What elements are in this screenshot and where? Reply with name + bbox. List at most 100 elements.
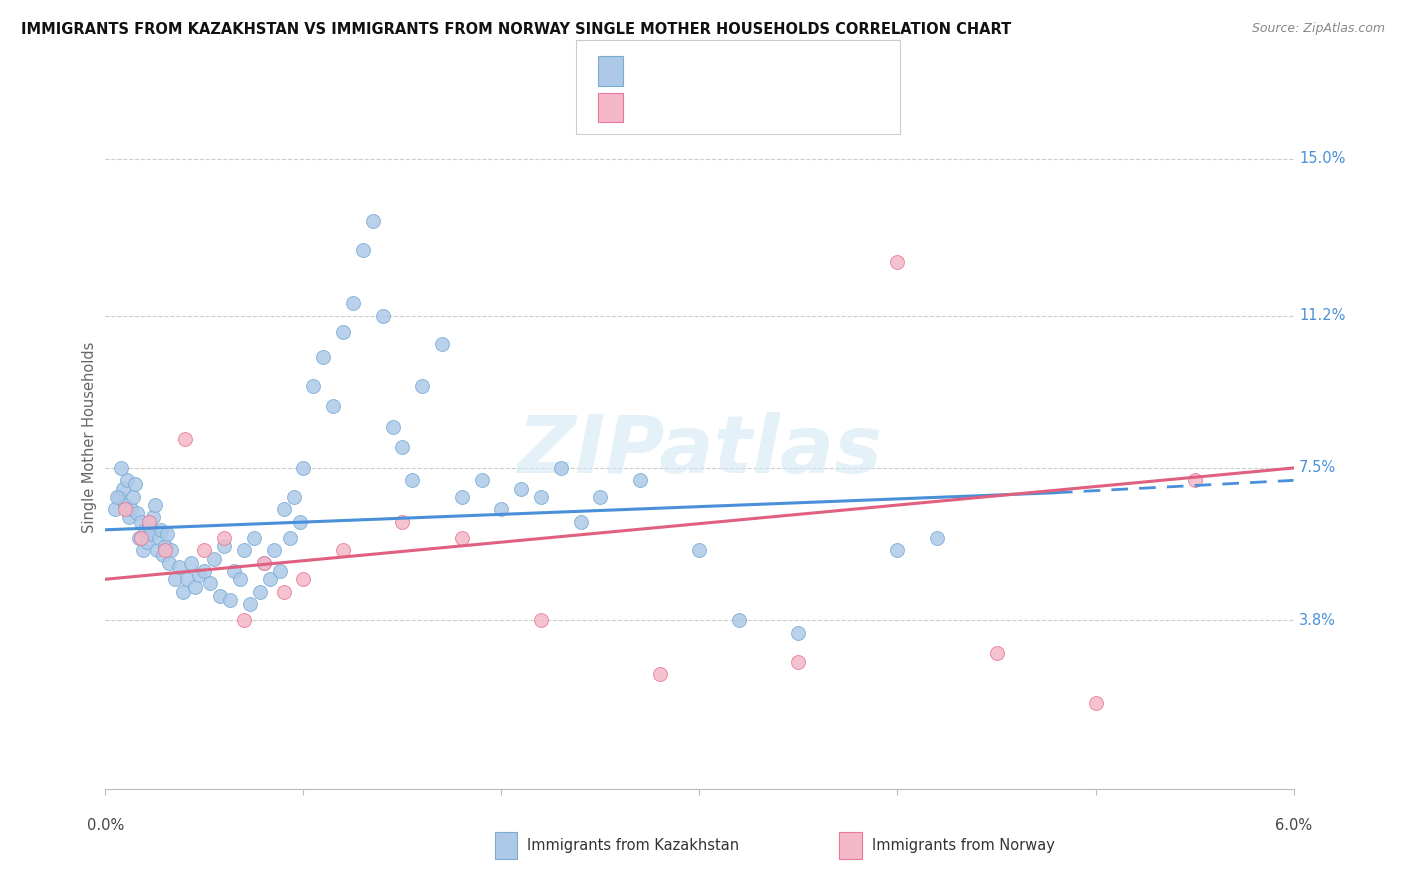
- Point: [332, 325, 354, 339]
- Point: [1184, 474, 1206, 488]
- Text: 11.2%: 11.2%: [1299, 308, 1346, 323]
- Point: [105, 490, 128, 504]
- Text: 3.8%: 3.8%: [1299, 613, 1336, 628]
- Point: [146, 543, 169, 558]
- Point: [156, 527, 179, 541]
- Point: [259, 572, 281, 586]
- Point: [491, 502, 513, 516]
- Point: [292, 572, 315, 586]
- Point: [371, 309, 394, 323]
- Point: [450, 490, 472, 504]
- Text: 7.5%: 7.5%: [1299, 460, 1336, 475]
- Point: [292, 461, 315, 475]
- Point: [239, 597, 262, 611]
- Text: Immigrants from Kazakhstan: Immigrants from Kazakhstan: [527, 838, 740, 853]
- Point: [180, 556, 202, 570]
- Point: [173, 432, 195, 446]
- Point: [136, 535, 159, 549]
- Point: [153, 539, 176, 553]
- Point: [187, 568, 209, 582]
- Point: [122, 490, 145, 504]
- Text: ZIPatlas: ZIPatlas: [517, 412, 882, 491]
- Text: Source: ZipAtlas.com: Source: ZipAtlas.com: [1251, 22, 1385, 36]
- Point: [249, 584, 271, 599]
- Text: N =: N =: [720, 100, 763, 115]
- Point: [391, 441, 413, 455]
- Point: [118, 510, 141, 524]
- Text: 6.0%: 6.0%: [1275, 818, 1312, 833]
- Point: [787, 625, 810, 640]
- Point: [263, 543, 285, 558]
- Point: [430, 337, 453, 351]
- Text: Immigrants from Norway: Immigrants from Norway: [872, 838, 1054, 853]
- Point: [628, 474, 651, 488]
- Point: [352, 243, 374, 257]
- Text: N =: N =: [720, 63, 763, 78]
- Point: [157, 556, 180, 570]
- Point: [108, 490, 131, 504]
- Point: [114, 498, 136, 512]
- Point: [361, 213, 384, 227]
- Point: [148, 531, 170, 545]
- Point: [471, 474, 494, 488]
- Point: [233, 543, 256, 558]
- Point: [138, 518, 160, 533]
- Point: [110, 461, 132, 475]
- Point: [243, 531, 266, 545]
- Point: [273, 502, 295, 516]
- Point: [124, 477, 146, 491]
- Point: [391, 515, 413, 529]
- Point: [172, 584, 194, 599]
- Point: [283, 490, 305, 504]
- Point: [302, 378, 325, 392]
- Point: [510, 482, 533, 496]
- Point: [114, 502, 136, 516]
- Point: [728, 614, 751, 628]
- Text: 84: 84: [763, 63, 785, 78]
- Point: [986, 647, 1008, 661]
- Text: R =: R =: [633, 63, 666, 78]
- Text: 15.0%: 15.0%: [1299, 152, 1346, 167]
- Point: [120, 502, 142, 516]
- Y-axis label: Single Mother Households: Single Mother Households: [82, 342, 97, 533]
- Point: [129, 515, 152, 529]
- Text: IMMIGRANTS FROM KAZAKHSTAN VS IMMIGRANTS FROM NORWAY SINGLE MOTHER HOUSEHOLDS CO: IMMIGRANTS FROM KAZAKHSTAN VS IMMIGRANTS…: [21, 22, 1011, 37]
- Point: [153, 543, 176, 558]
- Point: [176, 572, 198, 586]
- Point: [1084, 696, 1107, 710]
- Point: [224, 564, 246, 578]
- Point: [127, 506, 149, 520]
- Point: [288, 515, 311, 529]
- Point: [112, 482, 135, 496]
- Point: [115, 474, 138, 488]
- Point: [787, 655, 810, 669]
- Point: [159, 543, 181, 558]
- Point: [332, 543, 354, 558]
- Point: [128, 531, 150, 545]
- Point: [152, 548, 174, 562]
- Point: [229, 572, 252, 586]
- Point: [648, 667, 671, 681]
- Point: [342, 296, 364, 310]
- Point: [219, 592, 242, 607]
- Text: 21: 21: [763, 100, 785, 115]
- Point: [143, 498, 166, 512]
- Point: [381, 419, 404, 434]
- Point: [104, 502, 127, 516]
- Point: [193, 543, 215, 558]
- Point: [401, 474, 423, 488]
- Text: 0.225: 0.225: [671, 100, 714, 115]
- Point: [886, 543, 908, 558]
- Point: [927, 531, 949, 545]
- Point: [167, 560, 190, 574]
- Point: [253, 556, 276, 570]
- Point: [149, 523, 172, 537]
- Point: [269, 564, 291, 578]
- Point: [322, 399, 344, 413]
- Point: [312, 350, 335, 364]
- Point: [129, 531, 152, 545]
- Point: [134, 523, 156, 537]
- Point: [589, 490, 612, 504]
- Point: [214, 539, 236, 553]
- Point: [569, 515, 592, 529]
